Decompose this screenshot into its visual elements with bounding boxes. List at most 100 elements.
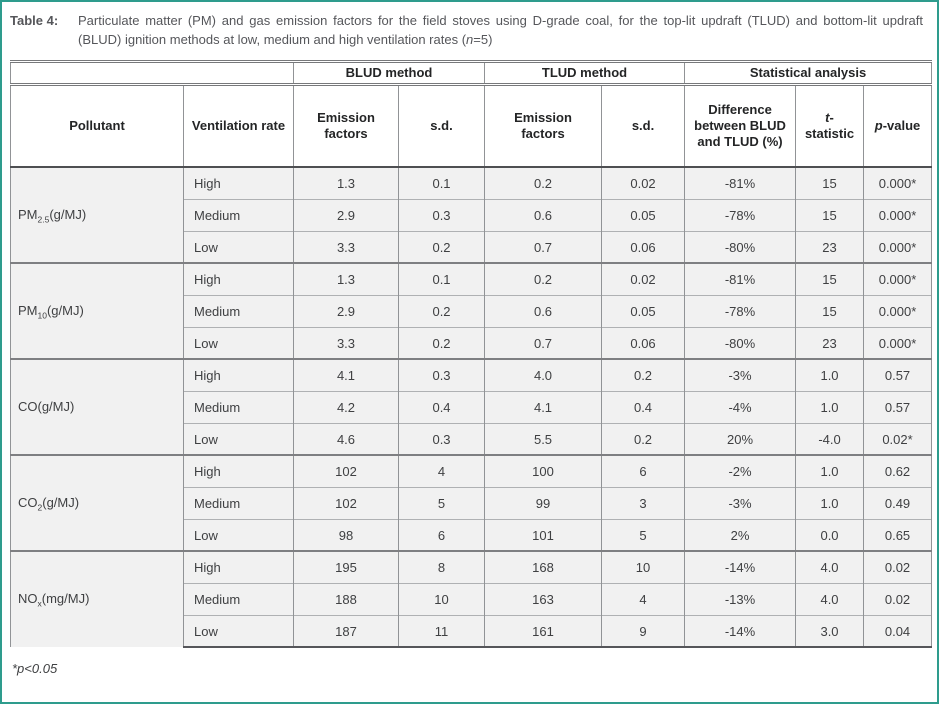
header-tlud-emission-factors: Emission factors (484, 84, 603, 169)
cell-t-statistic: 3.0 (795, 614, 865, 649)
table-row: Low 187 11 161 9 -14% 3.0 0.04 (11, 614, 933, 649)
cell-ventilation-rate: Low (183, 422, 294, 456)
table-row: Low 98 6 101 5 2% 0.0 0.65 (11, 518, 933, 552)
cell-tlud-sd: 0.2 (601, 358, 686, 392)
cell-t-statistic: 15 (795, 198, 865, 232)
cell-difference: -80% (684, 230, 797, 264)
cell-tlud-emission-factor: 0.7 (484, 326, 603, 360)
footnote-significance: *p<0.05 (12, 661, 58, 677)
header-ventilation-rate: Ventilation rate (183, 84, 294, 169)
cell-t-statistic: 15 (795, 262, 865, 296)
cell-blud-sd: 0.3 (397, 422, 486, 456)
cell-blud-sd: 4 (397, 454, 486, 488)
pollutant-sub: x (37, 598, 42, 609)
cell-blud-emission-factor: 98 (293, 518, 399, 552)
cell-t-statistic: 1.0 (795, 486, 865, 520)
cell-p-value: 0.57 (863, 358, 933, 392)
t-symbol: t (825, 109, 830, 125)
cell-tlud-emission-factor: 99 (484, 486, 603, 520)
table-row: Low 4.6 0.3 5.5 0.2 20% -4.0 0.02* (11, 422, 933, 456)
pollutant-sub: 2.5 (37, 214, 50, 225)
pollutant-base: CO (18, 398, 38, 414)
cell-blud-sd: 6 (397, 518, 486, 552)
table-caption-text: Particulate matter (PM) and gas emission… (78, 12, 927, 50)
cell-blud-sd: 8 (397, 550, 486, 584)
cell-ventilation-rate: Low (183, 518, 294, 552)
cell-ventilation-rate: Medium (183, 198, 294, 232)
cell-t-statistic: 4.0 (795, 582, 865, 616)
table-row: CO2(g/MJ) High 102 4 100 6 -2% 1.0 0.62 (10, 454, 933, 552)
pollutant-base: NO (18, 591, 38, 607)
cell-difference: -14% (684, 550, 797, 584)
cell-t-statistic: 15 (795, 166, 865, 200)
cell-difference: 2% (684, 518, 797, 552)
cell-blud-emission-factor: 3.3 (293, 230, 399, 264)
cell-pollutant-nox: NOx(mg/MJ) (10, 550, 184, 648)
cell-blud-emission-factor: 187 (293, 614, 399, 649)
cell-ventilation-rate: High (183, 262, 294, 296)
cell-ventilation-rate: Low (183, 614, 294, 649)
cell-ventilation-rate: High (183, 358, 294, 392)
cell-p-value: 0.49 (863, 486, 933, 520)
header-difference: Difference between BLUD and TLUD (%) (684, 84, 797, 169)
cell-t-statistic: 1.0 (795, 390, 865, 424)
cell-pollutant-co2: CO2(g/MJ) (10, 454, 184, 552)
cell-p-value: 0.000* (863, 294, 933, 328)
cell-blud-emission-factor: 3.3 (293, 326, 399, 360)
cell-tlud-emission-factor: 0.7 (484, 230, 603, 264)
p-symbol: p (874, 118, 883, 134)
cell-difference: -14% (684, 614, 797, 649)
group-header-row: BLUD method TLUD method Statistical anal… (10, 59, 933, 86)
cell-blud-sd: 0.4 (397, 390, 486, 424)
cell-ventilation-rate: High (183, 454, 294, 488)
pollutant-unit: (g/MJ) (49, 206, 87, 222)
header-t-statistic: t-statistic (795, 84, 865, 169)
pollutant-base: CO (18, 494, 38, 510)
cell-tlud-emission-factor: 0.2 (484, 262, 603, 296)
cell-tlud-emission-factor: 168 (484, 550, 603, 584)
cell-tlud-sd: 5 (601, 518, 686, 552)
cell-p-value: 0.000* (863, 326, 933, 360)
caption-n-symbol: n (466, 31, 474, 47)
cell-difference: -78% (684, 198, 797, 232)
pollutant-unit: (g/MJ) (46, 302, 84, 318)
cell-tlud-sd: 0.02 (601, 262, 686, 296)
header-p-value: p-value (863, 84, 933, 169)
header-tlud-sd: s.d. (601, 84, 686, 169)
cell-ventilation-rate: High (183, 550, 294, 584)
cell-ventilation-rate: Medium (183, 582, 294, 616)
table-row: CO(g/MJ) High 4.1 0.3 4.0 0.2 -3% 1.0 0.… (10, 358, 933, 456)
caption-text-part2: =5) (473, 31, 493, 47)
cell-tlud-sd: 3 (601, 486, 686, 520)
cell-tlud-emission-factor: 4.1 (484, 390, 603, 424)
table-caption: Table 4: Particulate matter (PM) and gas… (10, 8, 929, 60)
cell-tlud-emission-factor: 100 (484, 454, 603, 488)
header-blud-sd: s.d. (397, 84, 486, 169)
column-header-row: Pollutant Ventilation rate Emission fact… (10, 84, 933, 169)
pollutant-base: PM (18, 206, 38, 222)
cell-difference: -78% (684, 294, 797, 328)
cell-t-statistic: 23 (795, 326, 865, 360)
header-statistical-analysis: Statistical analysis (684, 59, 933, 86)
cell-blud-emission-factor: 1.3 (293, 166, 399, 200)
cell-ventilation-rate: Medium (183, 486, 294, 520)
cell-p-value: 0.65 (863, 518, 933, 552)
cell-t-statistic: 23 (795, 230, 865, 264)
table-row: Medium 188 10 163 4 -13% 4.0 0.02 (11, 582, 933, 616)
cell-tlud-emission-factor: 163 (484, 582, 603, 616)
cell-pollutant-pm10: PM10(g/MJ) (10, 262, 184, 360)
cell-blud-sd: 10 (397, 582, 486, 616)
cell-ventilation-rate: High (183, 166, 294, 200)
cell-tlud-emission-factor: 4.0 (484, 358, 603, 392)
cell-blud-emission-factor: 4.1 (293, 358, 399, 392)
cell-tlud-sd: 0.02 (601, 166, 686, 200)
cell-p-value: 0.57 (863, 390, 933, 424)
table-row: Low 3.3 0.2 0.7 0.06 -80% 23 0.000* (11, 326, 933, 360)
table-row: PM10(g/MJ) High 1.3 0.1 0.2 0.02 -81% 15… (10, 262, 933, 360)
cell-difference: 20% (684, 422, 797, 456)
cell-tlud-sd: 0.06 (601, 230, 686, 264)
cell-difference: -2% (684, 454, 797, 488)
table-row: Medium 2.9 0.3 0.6 0.05 -78% 15 0.000* (11, 198, 933, 232)
cell-blud-emission-factor: 4.6 (293, 422, 399, 456)
